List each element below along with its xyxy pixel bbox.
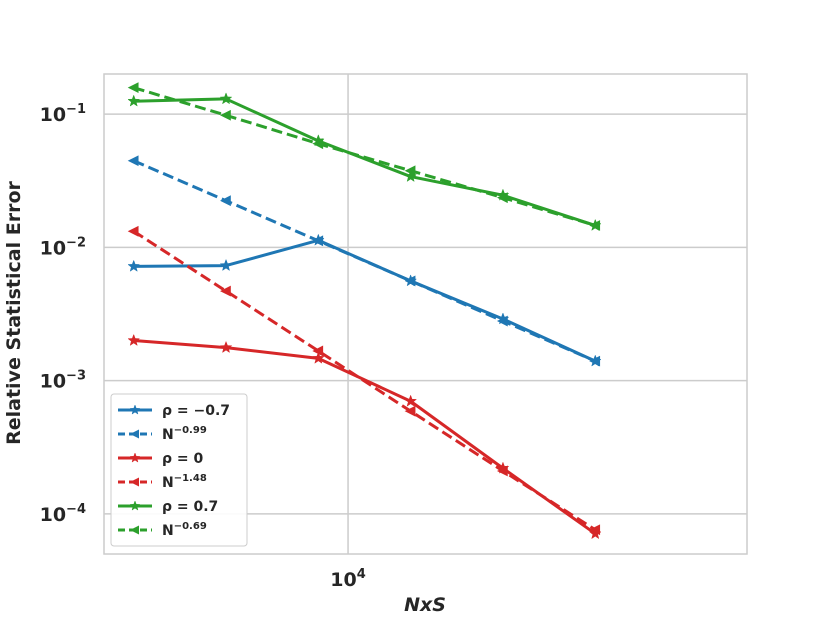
legend-label: ρ = 0 [162,451,204,467]
triangle-marker [496,465,508,477]
star-marker [219,92,233,105]
star-marker [219,340,233,354]
star-marker [127,259,141,272]
triangle-marker [312,235,324,247]
x-tick-labels: 104 [330,567,366,591]
triangle-marker [130,477,139,487]
series-layer [127,82,602,540]
legend-box [110,393,248,547]
legend: ρ = −0.7 N−0.99 ρ = 0 N−1.48 ρ = 0.7 N−0.69 [110,393,248,547]
legend-item: N−1.48 [118,473,207,491]
legend-item: ρ = 0 [118,451,204,467]
triangle-marker [589,355,601,367]
series-line [127,225,601,536]
x-tick-label: 104 [330,567,366,591]
triangle-marker [312,138,324,150]
triangle-marker [220,285,231,297]
star-marker [129,404,141,415]
legend-label: N−1.48 [162,473,207,491]
series-path [132,230,597,532]
y-tick-label: 10−4 [40,502,86,526]
triangle-marker [589,220,601,231]
x-axis-label: NxS [404,594,446,616]
legend-item: N−0.99 [118,425,207,443]
series-path [133,238,596,363]
y-tick-label: 10−2 [40,235,86,259]
triangle-marker [127,155,139,167]
legend-item: ρ = −0.7 [118,403,230,419]
legend-label: ρ = 0.7 [162,499,218,515]
star-marker [127,94,141,107]
legend-label: N−0.69 [162,521,207,539]
star-marker [311,351,325,364]
star-marker [219,258,233,272]
star-marker [404,394,418,407]
y-axis-label: Relative Statistical Error [3,180,25,444]
triangle-marker [404,405,416,417]
legend-item: ρ = 0.7 [118,499,218,515]
y-tick-label: 10−3 [40,369,86,393]
series-path [133,86,596,227]
star-marker [129,500,141,511]
triangle-marker [312,345,324,357]
triangle-marker [130,429,139,439]
star-marker [127,333,141,346]
triangle-marker [127,82,139,94]
triangle-marker [496,192,508,204]
triangle-marker [130,525,139,535]
series-line [127,155,601,367]
y-tick-label: 10−1 [40,102,86,126]
legend-label: ρ = −0.7 [162,403,230,419]
series-path [133,159,596,363]
series-line [127,82,601,231]
y-tick-labels: 10−1 10−2 10−3 10−4 [40,102,86,526]
star-marker [129,452,141,463]
plot-frame [103,73,748,555]
legend-item: N−0.69 [118,521,207,539]
triangle-marker [404,275,416,287]
triangle-marker [127,225,139,237]
legend-label: N−0.99 [162,425,207,443]
triangle-marker [404,165,416,177]
triangle-marker [496,315,508,327]
triangle-marker [220,195,231,207]
triangle-marker [589,524,601,536]
triangle-marker [220,109,231,121]
